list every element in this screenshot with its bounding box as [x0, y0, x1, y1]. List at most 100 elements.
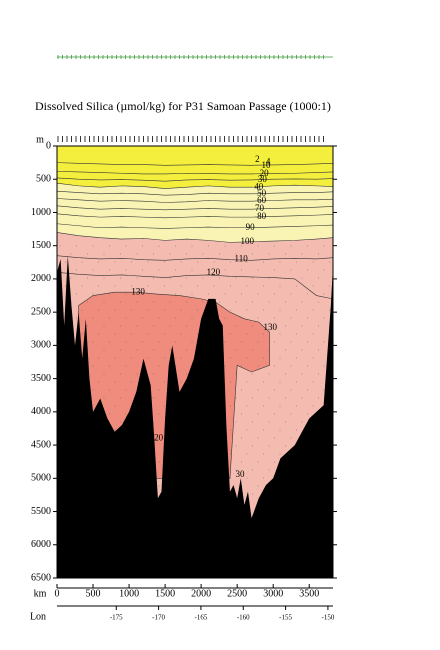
contour-label: 2 — [255, 154, 260, 164]
sample-dot — [98, 357, 99, 359]
contour-label: 4 — [266, 157, 271, 167]
contour-label: 110 — [235, 254, 249, 264]
sample-dot — [246, 453, 248, 455]
sample-dot — [263, 429, 264, 431]
sample-dot — [169, 349, 171, 351]
sample-dot — [87, 301, 88, 303]
sample-dot — [153, 277, 154, 279]
sample-dot — [290, 317, 292, 319]
sample-dot — [285, 277, 286, 279]
y-tick-label: 2000 — [31, 273, 51, 284]
sample-dot — [296, 285, 297, 287]
sample-dot — [235, 349, 237, 351]
sample-dot — [158, 317, 160, 319]
sample-dot — [312, 261, 314, 263]
sample-dot — [252, 421, 253, 423]
sample-dot — [87, 325, 88, 327]
sample-dot — [246, 477, 248, 479]
sample-dot — [125, 317, 127, 319]
sample-dot — [235, 373, 237, 375]
sample-dot — [224, 365, 226, 367]
sample-dot — [109, 341, 110, 343]
sample-dot — [136, 277, 138, 279]
sample-dot — [120, 373, 121, 375]
sample-dot — [76, 317, 77, 319]
sample-dot — [323, 245, 325, 247]
sample-dot — [191, 317, 193, 319]
sample-dot — [147, 261, 149, 263]
sample-dot — [224, 269, 226, 271]
sample-dot — [301, 253, 303, 255]
sample-dot — [285, 445, 286, 447]
sample-dot — [246, 357, 248, 359]
sample-dot — [103, 277, 105, 279]
sample-dot — [164, 309, 165, 311]
sample-dot — [296, 261, 297, 263]
sample-dot — [175, 341, 176, 343]
sample-dot — [241, 365, 242, 367]
sample-dot — [191, 269, 193, 271]
contour-label: 130 — [131, 286, 145, 296]
y-tick-label: 2500 — [31, 306, 51, 317]
seafloor — [57, 255, 333, 578]
sample-dot — [125, 389, 127, 391]
x-tick-label: 500 — [86, 588, 101, 599]
sample-dot — [235, 397, 237, 399]
sample-dot — [296, 309, 297, 311]
sample-dot — [268, 397, 270, 399]
sample-dot — [241, 269, 242, 271]
sample-dot — [246, 309, 248, 311]
sample-dot — [109, 245, 110, 247]
sample-dot — [263, 357, 264, 359]
sample-dot — [318, 253, 319, 255]
sample-dot — [279, 357, 281, 359]
sample-dot — [307, 389, 308, 391]
sample-dot — [164, 405, 165, 407]
sample-dot — [263, 405, 264, 407]
contour-label: 90 — [246, 222, 256, 232]
sample-dot — [257, 485, 259, 487]
atlas-label: WOCE — [107, 535, 124, 540]
sample-dot — [153, 253, 154, 255]
sample-dot — [87, 253, 88, 255]
y-tick-label: 0 — [46, 140, 51, 151]
sample-dot — [257, 365, 259, 367]
sample-dot — [98, 381, 99, 383]
sample-dot — [114, 261, 116, 263]
sample-dot — [290, 437, 292, 439]
sample-dot — [230, 261, 231, 263]
sample-dot — [285, 325, 286, 327]
sample-dot — [318, 397, 319, 399]
sample-dot — [296, 381, 297, 383]
sample-dot — [257, 317, 259, 319]
sample-dot — [246, 381, 248, 383]
sample-dot — [197, 285, 198, 287]
y-tick-label: 6000 — [31, 539, 51, 550]
sample-dot — [109, 389, 110, 391]
sample-dot — [290, 365, 292, 367]
y-axis-label: m — [36, 134, 44, 145]
sample-dot — [125, 413, 127, 415]
sample-dot — [98, 333, 99, 335]
sample-dot — [81, 309, 83, 311]
sample-dot — [230, 357, 231, 359]
sample-dot — [120, 397, 121, 399]
sample-dot — [323, 269, 325, 271]
sample-dot — [114, 429, 116, 431]
sample-dot — [307, 341, 308, 343]
sample-dot — [114, 309, 116, 311]
sample-dot — [290, 293, 292, 295]
sample-dot — [175, 269, 176, 271]
sample-dot — [290, 269, 292, 271]
sample-dot — [235, 469, 237, 471]
sample-dot — [98, 285, 99, 287]
sample-dot — [241, 413, 242, 415]
contour-line — [56, 182, 334, 189]
sample-dot — [76, 245, 77, 247]
contour-line — [56, 198, 334, 203]
sample-dot — [296, 429, 297, 431]
sample-dot — [241, 389, 242, 391]
sample-dot — [263, 309, 264, 311]
sample-dot — [279, 381, 281, 383]
y-tick-label: 4000 — [31, 406, 51, 417]
